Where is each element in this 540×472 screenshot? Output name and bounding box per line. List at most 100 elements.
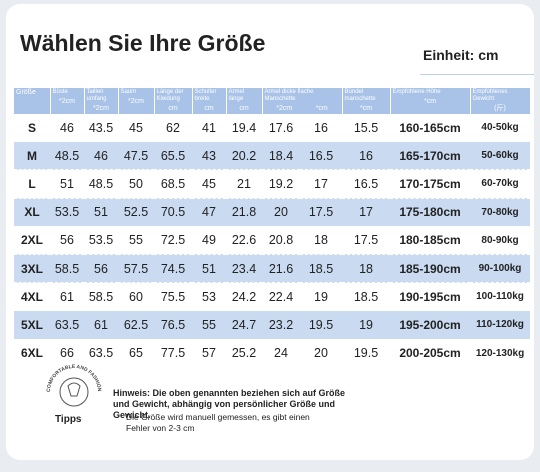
column-unit: *2cm	[276, 105, 293, 112]
logo-text: COMFORTABLE AND FASHIONABLE	[42, 362, 102, 392]
value-cell: 20	[262, 198, 300, 227]
value-cell: 62	[154, 114, 192, 143]
value-cell: 43.5	[84, 114, 118, 143]
column-unit: *cm	[359, 105, 373, 112]
value-cell: 56	[50, 226, 84, 255]
value-cell: 23.4	[226, 254, 262, 284]
value-cell: 48.5	[50, 141, 84, 171]
value-cell: 74.5	[154, 254, 192, 284]
column-label: Taillen umfang	[86, 89, 107, 102]
value-cell: 63.5	[84, 339, 118, 368]
value-cell: 22.4	[262, 282, 300, 312]
value-cell: 77.5	[154, 339, 192, 368]
value-cell: 190-195cm	[390, 282, 471, 312]
value-cell: 45	[118, 114, 154, 143]
value-cell: 16	[300, 114, 343, 143]
unit: Einheit: cm	[423, 47, 499, 63]
value-cell: 15.5	[342, 114, 391, 143]
value-cell: 16.5	[342, 169, 391, 199]
value-cell: 19.5	[342, 339, 391, 368]
value-cell: 17.5	[300, 198, 343, 227]
size-cell: 6XL	[14, 339, 50, 368]
value-cell: 41	[192, 114, 226, 143]
value-cell: 58.5	[50, 254, 84, 284]
value-cell: 76.5	[154, 310, 192, 340]
table-row: S 46 43.5 45 62 41 19.4 17.6 16 15.5 160-165cm 40-5…	[14, 114, 531, 143]
value-cell: 53.5	[50, 198, 84, 227]
value-cell: 19	[300, 282, 343, 312]
value-cell: 61	[84, 310, 118, 340]
column-header: Länge der Kleidung cm	[154, 88, 193, 114]
value-cell: 16	[342, 141, 391, 171]
column-label: Bündel manschette	[344, 89, 376, 102]
value-cell: 165-170cm	[390, 141, 471, 171]
value-cell: 68.5	[154, 169, 192, 199]
column-label: Ärmel dicke flache Manschette	[264, 89, 314, 102]
unit-row: *2cm	[87, 103, 116, 112]
value-cell: 40-50kg	[470, 114, 531, 143]
value-cell: 53	[192, 282, 226, 312]
value-cell: 90-100kg	[470, 254, 531, 284]
column-label: Empfohlene Höhe	[392, 89, 441, 95]
logo: COMFORTABLE AND FASHIONABLE	[42, 362, 102, 407]
value-cell: 53.5	[84, 226, 118, 255]
value-cell: 18.5	[342, 282, 391, 312]
value-cell: 46	[84, 141, 118, 171]
value-cell: 16.5	[300, 141, 343, 171]
value-cell: 20.2	[226, 141, 262, 171]
size-table: Größe Büste *2cm Taillen umfang *2cm Saum *2cm…	[14, 88, 531, 368]
value-cell: 18.5	[300, 254, 343, 284]
value-cell: 58.5	[84, 282, 118, 312]
value-cell: 63.5	[50, 310, 84, 340]
value-cell: 66	[50, 339, 84, 368]
value-cell: 18.4	[262, 141, 300, 171]
tips: Tipps	[55, 414, 82, 425]
value-cell: 18	[342, 254, 391, 284]
value-cell: 195-200cm	[390, 310, 471, 340]
value-cell: 62.5	[118, 310, 154, 340]
logo-icon	[67, 382, 81, 397]
unit-row: *2cm	[53, 96, 82, 105]
column-header: Ärmel länge cm	[226, 88, 263, 114]
value-cell: 21	[226, 169, 262, 199]
value-cell: 20.8	[262, 226, 300, 255]
unit-row: *2cm *cm	[265, 103, 340, 112]
value-cell: 47.5	[118, 141, 154, 171]
value-cell: 60-70kg	[470, 169, 531, 199]
table-row: 4XL 61 58.5 60 75.5 53 24.2 22.4 19 18.5 190-195cm…	[14, 282, 531, 312]
value-cell: 51	[84, 198, 118, 227]
title: Wählen Sie Ihre Größe	[20, 30, 266, 56]
column-unit: (斤)	[494, 105, 506, 112]
unit-row: *2cm	[121, 96, 152, 105]
column-header: Empfohlene Höhe *cm	[390, 88, 471, 114]
value-cell: 45	[192, 169, 226, 199]
size-cell: 4XL	[14, 282, 50, 312]
value-cell: 65.5	[154, 141, 192, 171]
column-unit: *2cm	[128, 98, 144, 105]
column-header: Größe	[14, 88, 51, 114]
table-body: S 46 43.5 45 62 41 19.4 17.6 16 15.5 160-165cm 40-5…	[14, 114, 531, 368]
value-cell: 19.4	[226, 114, 262, 143]
note: Hinweis: Die oben genannten beziehen sic…	[113, 388, 346, 420]
value-cell: 19	[342, 310, 391, 340]
column-label: Empfohlenes Gewicht	[472, 89, 508, 102]
value-cell: 17	[342, 198, 391, 227]
value-cell: 17.5	[342, 226, 391, 255]
table-row: L 51 48.5 50 68.5 45 21 19.2 17 16.5 170-175cm 60-7…	[14, 169, 531, 199]
value-cell: 46	[50, 114, 84, 143]
value-cell: 23.2	[262, 310, 300, 340]
value-cell: 24.7	[226, 310, 262, 340]
value-cell: 185-190cm	[390, 254, 471, 284]
value-cell: 80-90kg	[470, 226, 531, 255]
value-cell: 51	[50, 169, 84, 199]
value-cell: 75.5	[154, 282, 192, 312]
value-cell: 55	[118, 226, 154, 255]
unit-row: cm	[229, 103, 260, 112]
size-cell: S	[14, 114, 50, 143]
value-cell: 21.6	[262, 254, 300, 284]
size-cell: 2XL	[14, 226, 50, 255]
column-unit: cm	[168, 105, 178, 112]
value-cell: 18	[300, 226, 343, 255]
table-row: 6XL 66 63.5 65 77.5 57 25.2 24 20 19.5 200-205cm 12…	[14, 339, 531, 368]
